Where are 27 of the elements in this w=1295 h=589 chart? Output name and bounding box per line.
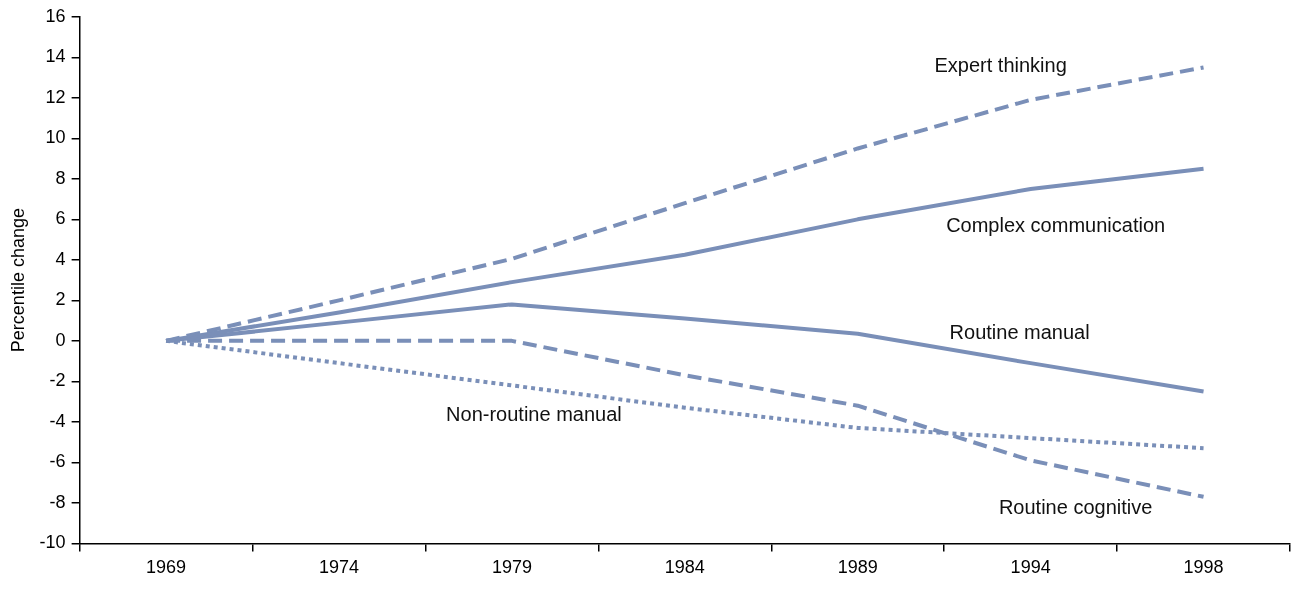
y-tick-label: 8 xyxy=(55,167,66,188)
y-tick-label: 2 xyxy=(55,289,66,310)
y-tick-label: 14 xyxy=(45,46,66,67)
x-tick-label: 1994 xyxy=(1010,557,1051,578)
x-tick-label: 1969 xyxy=(146,557,187,578)
y-tick-label: 0 xyxy=(55,329,66,350)
y-tick-label: -6 xyxy=(49,451,66,472)
y-tick-label: 12 xyxy=(45,86,66,107)
y-axis-title: Percentile change xyxy=(7,208,28,353)
series-label: Non-routine manual xyxy=(446,402,622,425)
x-tick-label: 1989 xyxy=(837,557,878,578)
y-tick-label: -4 xyxy=(49,410,66,431)
series-label: Complex communication xyxy=(946,214,1166,237)
x-tick-label: 1998 xyxy=(1183,557,1224,578)
y-tick-label: -8 xyxy=(49,491,66,512)
y-tick-label: 6 xyxy=(55,208,66,229)
x-tick-label: 1979 xyxy=(491,557,532,578)
y-tick-label: 16 xyxy=(45,5,66,26)
y-tick-label: 10 xyxy=(45,127,66,148)
y-tick-label: -10 xyxy=(39,532,66,553)
x-tick-label: 1984 xyxy=(664,557,705,578)
series-label: Routine manual xyxy=(949,320,1090,343)
series-label: Expert thinking xyxy=(934,54,1067,77)
y-tick-label: -2 xyxy=(49,370,66,391)
y-tick-label: 4 xyxy=(55,248,66,269)
x-tick-label: 1974 xyxy=(318,557,360,578)
series-label: Routine cognitive xyxy=(998,495,1153,518)
